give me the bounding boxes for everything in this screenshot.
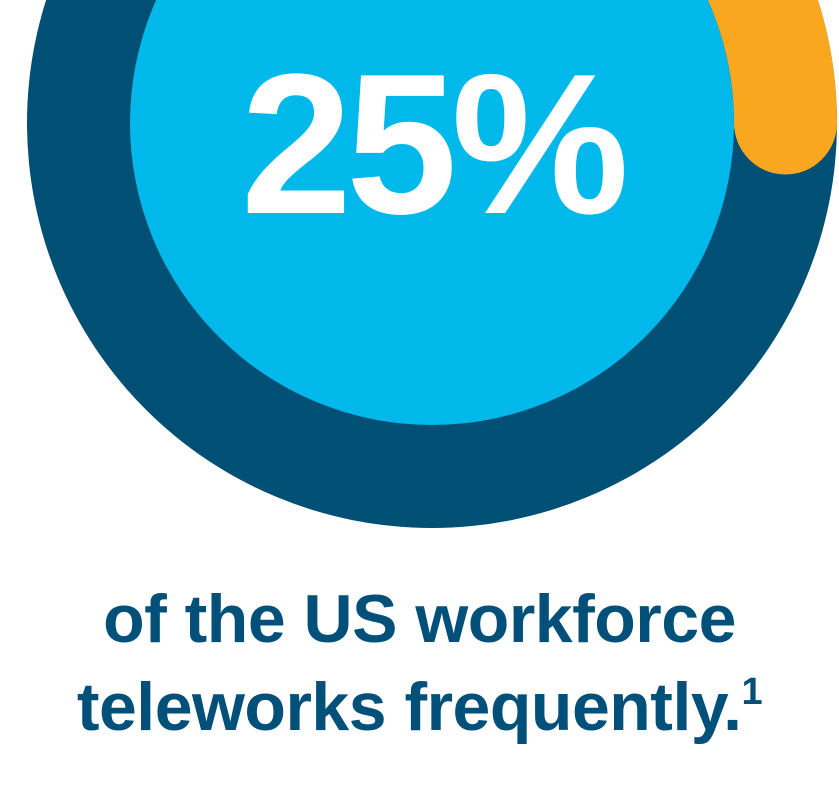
donut-center bbox=[130, 0, 734, 425]
percent-value: 25% bbox=[241, 33, 624, 256]
caption-line-2: teleworks frequently.1 bbox=[0, 663, 839, 751]
chart-caption: of the US workforce teleworks frequently… bbox=[0, 575, 839, 751]
footnote-marker: 1 bbox=[741, 671, 763, 713]
caption-line-2-text: teleworks frequently. bbox=[76, 669, 742, 745]
donut-highlight-arc bbox=[707, 0, 837, 175]
caption-line-1: of the US workforce bbox=[103, 581, 736, 657]
